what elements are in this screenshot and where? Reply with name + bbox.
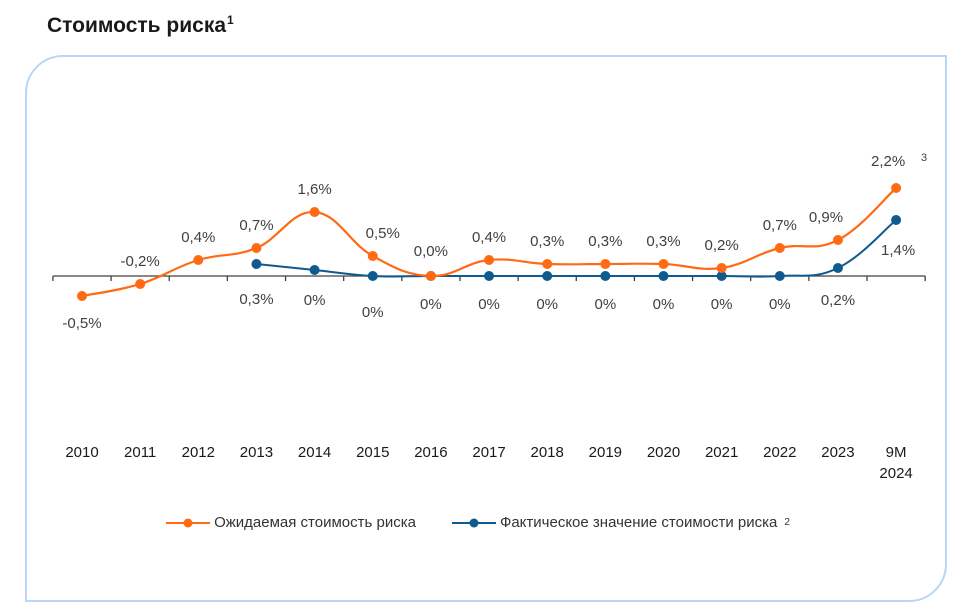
data-label-actual: 0% (653, 296, 675, 313)
x-tick-label: 9M 2024 (879, 444, 912, 482)
legend-marker-expected-icon (166, 518, 211, 527)
series-line-actual (256, 219, 897, 278)
chart-title: Стоимость риска1 (47, 13, 234, 38)
data-label-actual: 0,2% (821, 292, 855, 309)
legend-item-expected: Ожидаемая стоимость риска (166, 514, 416, 531)
title-footnote: 1 (227, 13, 234, 27)
data-point-expected (251, 243, 262, 253)
x-tick-label: 2023 (821, 444, 854, 461)
x-tick-label: 2014 (298, 444, 331, 461)
data-point-actual (891, 215, 902, 225)
data-label-expected: 0,4% (181, 229, 215, 246)
data-label-expected: 0,0% (414, 243, 448, 260)
data-point-actual (542, 271, 553, 281)
data-label-actual: 0% (420, 296, 442, 313)
data-point-actual (600, 271, 611, 281)
chart-frame (25, 55, 947, 602)
data-point-actual (484, 271, 495, 281)
data-label-actual: 0% (769, 296, 791, 313)
data-point-actual (367, 271, 378, 281)
data-point-expected (658, 259, 669, 269)
data-point-actual (251, 259, 262, 269)
data-label-footnote: 3 (921, 152, 927, 164)
legend: Ожидаемая стоимость риска Фактическое зн… (0, 514, 956, 531)
data-label-expected: 0,9% (809, 209, 843, 226)
data-point-expected (774, 243, 785, 253)
x-tick-label: 2015 (356, 444, 389, 461)
data-label-expected: 0,3% (530, 233, 564, 250)
legend-footnote-actual: 2 (784, 517, 790, 528)
data-point-expected (77, 291, 87, 301)
data-label-actual: 0,3% (239, 291, 273, 308)
x-tick-label: 2019 (589, 444, 622, 461)
x-tick-label: 2022 (763, 444, 796, 461)
x-tick-label: 2013 (240, 444, 273, 461)
data-label-expected: 0,5% (366, 225, 400, 242)
x-tick-label: 2010 (65, 444, 98, 461)
data-label-actual: 0% (711, 296, 733, 313)
data-point-actual (309, 265, 320, 275)
data-label-expected: 0,7% (763, 217, 797, 234)
data-point-expected (367, 251, 378, 261)
x-tick-label: 2021 (705, 444, 738, 461)
data-label-expected: 0,7% (239, 217, 273, 234)
data-label-actual: 1,4% (881, 242, 915, 259)
legend-marker-actual-icon (451, 518, 496, 527)
data-point-actual (832, 263, 843, 273)
data-point-expected (891, 183, 902, 193)
data-label-expected: 0,4% (472, 229, 506, 246)
data-label-actual: 0% (536, 296, 558, 313)
data-label-actual: 0% (595, 296, 617, 313)
data-point-actual (658, 271, 669, 281)
chart-title-text: Стоимость риска (47, 14, 227, 37)
data-label-actual: 0% (304, 292, 326, 309)
data-point-expected (484, 255, 495, 265)
legend-label-expected: Ожидаемая стоимость риска (214, 514, 416, 531)
data-label-expected: -0,2% (121, 253, 160, 270)
data-label-expected: -0,5% (62, 315, 101, 332)
legend-label-actual: Фактическое значение стоимости риска (499, 514, 778, 531)
data-point-expected (832, 235, 843, 245)
data-point-expected (542, 259, 553, 269)
x-tick-label: 2011 (124, 444, 156, 461)
data-point-expected (600, 259, 611, 269)
data-point-expected (135, 279, 146, 289)
data-label-expected: 0,3% (588, 233, 622, 250)
x-tick-label: 2012 (182, 444, 215, 461)
x-tick-label: 2018 (531, 444, 564, 461)
data-label-expected: 1,6% (297, 181, 331, 198)
data-point-actual (774, 271, 785, 281)
data-point-actual (716, 271, 727, 281)
legend-item-actual: Фактическое значение стоимости риска 2 (451, 514, 790, 531)
data-label-expected: 0,3% (646, 233, 680, 250)
data-label-expected: 0,2% (705, 237, 739, 254)
x-tick-label: 2017 (472, 444, 505, 461)
data-point-expected (309, 207, 320, 217)
data-point-expected (716, 263, 727, 273)
data-label-actual: 0% (362, 304, 384, 321)
data-label-expected: 2,2% (871, 153, 905, 170)
x-tick-label: 2020 (647, 444, 680, 461)
data-label-actual: 0% (478, 296, 500, 313)
data-point-expected (425, 271, 436, 281)
data-point-expected (193, 255, 204, 265)
x-tick-label: 2016 (414, 444, 447, 461)
